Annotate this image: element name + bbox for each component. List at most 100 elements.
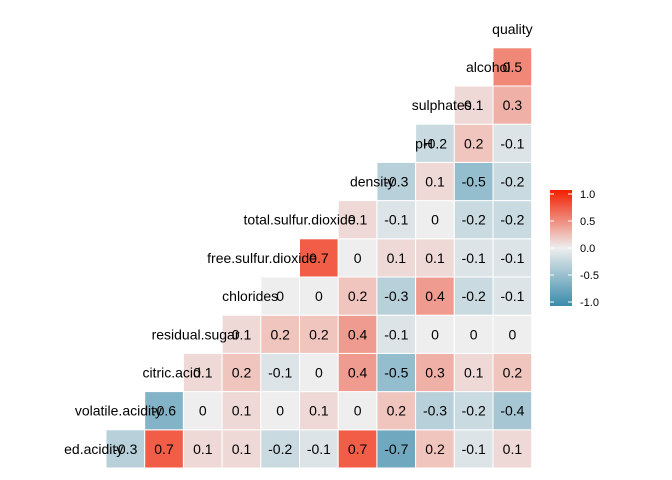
heatmap-cell <box>492 429 533 469</box>
heatmap-cell <box>337 429 378 469</box>
cell-value-label: -0.3 <box>423 403 447 419</box>
cell-value-label: -0.3 <box>384 288 408 304</box>
heatmap-cell <box>376 200 417 240</box>
variable-label: ed.acidity <box>64 441 123 457</box>
cell-value-label: 0.1 <box>464 365 484 381</box>
cell-value-label: 0.2 <box>387 403 407 419</box>
heatmap-cell <box>415 123 455 163</box>
heatmap-cell <box>415 429 455 469</box>
variable-labels: ed.acidity volatile.acidity citric.acid res… <box>64 21 532 457</box>
heatmap-cell <box>299 314 339 354</box>
heatmap-cell <box>182 352 223 393</box>
cell-value-label: 0.1 <box>232 326 252 342</box>
cell-value-label: -0.1 <box>384 212 408 228</box>
cell-value-label: 0.5 <box>503 59 523 75</box>
cell-value-label: 0.2 <box>425 441 445 457</box>
cell-value-label: 0.3 <box>425 365 445 381</box>
cell-value-label: 0.1 <box>503 441 523 457</box>
heatmap-cell <box>453 352 494 393</box>
heatmap-cell <box>299 238 339 278</box>
heatmap-cell <box>221 314 262 354</box>
cell-value-label: 0 <box>276 288 284 304</box>
cell-value-label: 0 <box>431 326 439 342</box>
legend-tick-label: -1.0 <box>580 297 599 309</box>
heatmap-cell <box>337 238 378 278</box>
heatmap-cell <box>492 85 533 125</box>
cell-value-label: -0.2 <box>423 135 447 151</box>
heatmap-cell <box>105 429 146 469</box>
heatmap-cell <box>260 429 300 469</box>
cell-value-label: 0.1 <box>232 441 252 457</box>
legend-tick-label: 1.0 <box>580 189 595 201</box>
cell-value-label: 0.2 <box>270 326 290 342</box>
cell-value-label: 0 <box>509 326 517 342</box>
heatmap-cell <box>144 429 184 469</box>
cell-value-label: 0.1 <box>232 403 252 419</box>
heatmap-cell <box>415 161 455 202</box>
cell-value-label: 0.1 <box>348 212 368 228</box>
variable-label: pH <box>415 135 433 151</box>
cell-value-label: -0.4 <box>500 403 524 419</box>
cell-value-label: 0.7 <box>154 441 174 457</box>
cell-value-label: 0.1 <box>193 365 213 381</box>
heatmap-cell <box>337 276 378 316</box>
heatmap-cell <box>492 314 533 354</box>
heatmap-cell <box>415 238 455 278</box>
cell-value-label: -0.2 <box>462 288 486 304</box>
cell-value-label: 0.7 <box>309 250 329 266</box>
cell-value-label: -0.1 <box>462 250 486 266</box>
heatmap-cell <box>260 391 300 431</box>
cell-value-label: -0.5 <box>384 365 408 381</box>
heatmap-cell <box>376 161 417 202</box>
variable-label: free.sulfur.dioxide <box>207 250 317 266</box>
cell-value-label: 0.7 <box>348 441 368 457</box>
cell-value-label: -0.2 <box>500 174 524 190</box>
cell-value-label: -0.1 <box>268 365 292 381</box>
heatmap-cell <box>299 391 339 431</box>
cell-value-label: -0.7 <box>384 441 408 457</box>
cell-value-label: 0.1 <box>193 441 213 457</box>
cell-value-label: 0.1 <box>425 250 445 266</box>
heatmap-cell <box>415 314 455 354</box>
cell-value-label: 0.1 <box>387 250 407 266</box>
heatmap-cell <box>415 276 455 316</box>
cell-value-label: 0.2 <box>348 288 368 304</box>
variable-label: alcohol <box>466 59 510 75</box>
cell-value-label: 0.1 <box>425 174 445 190</box>
heatmap-cell <box>415 352 455 393</box>
cell-value-label: 0 <box>431 212 439 228</box>
cell-value-label: -0.2 <box>500 212 524 228</box>
variable-label: total.sulfur.dioxide <box>244 212 356 228</box>
variable-label: chlorides <box>222 288 278 304</box>
cell-value-label: 0.1 <box>309 403 329 419</box>
cell-value-label: -0.1 <box>500 288 524 304</box>
cell-value-label: -0.1 <box>307 441 331 457</box>
cell-value-label: 0 <box>315 288 323 304</box>
heatmap-cell <box>182 429 223 469</box>
variable-label: volatile.acidity <box>75 403 162 419</box>
heatmap-cell <box>492 391 533 431</box>
heatmap-cell <box>376 391 417 431</box>
variable-label: density <box>350 174 394 190</box>
cell-value-label: -0.2 <box>462 212 486 228</box>
heatmap-cell <box>492 200 533 240</box>
variable-label: quality <box>492 21 532 37</box>
cell-value-label: 0 <box>276 403 284 419</box>
heatmap-cell <box>453 161 494 202</box>
cell-value-label: 0.4 <box>348 326 368 342</box>
legend-tick-label: 0.5 <box>580 216 595 228</box>
cell-value-label: -0.3 <box>113 441 137 457</box>
heatmap-cell <box>260 276 300 316</box>
cell-value-label: -0.1 <box>500 250 524 266</box>
cell-value-label: -0.2 <box>462 403 486 419</box>
heatmap-cell <box>144 391 184 431</box>
heatmap-cells: -0.3 0.7 0.1 0.1 -0.2 -0.1 0.7 -0.7 0.2 -0.1 0.1 -0… <box>105 47 533 469</box>
legend-tick-label: 0.0 <box>580 243 595 255</box>
heatmap-cell <box>376 276 417 316</box>
cell-value-label: 0 <box>470 326 478 342</box>
cell-value-label: -0.5 <box>462 174 486 190</box>
cell-value-label: 0 <box>354 403 362 419</box>
cell-value-label: -0.1 <box>384 326 408 342</box>
cell-value-label: -0.1 <box>462 441 486 457</box>
